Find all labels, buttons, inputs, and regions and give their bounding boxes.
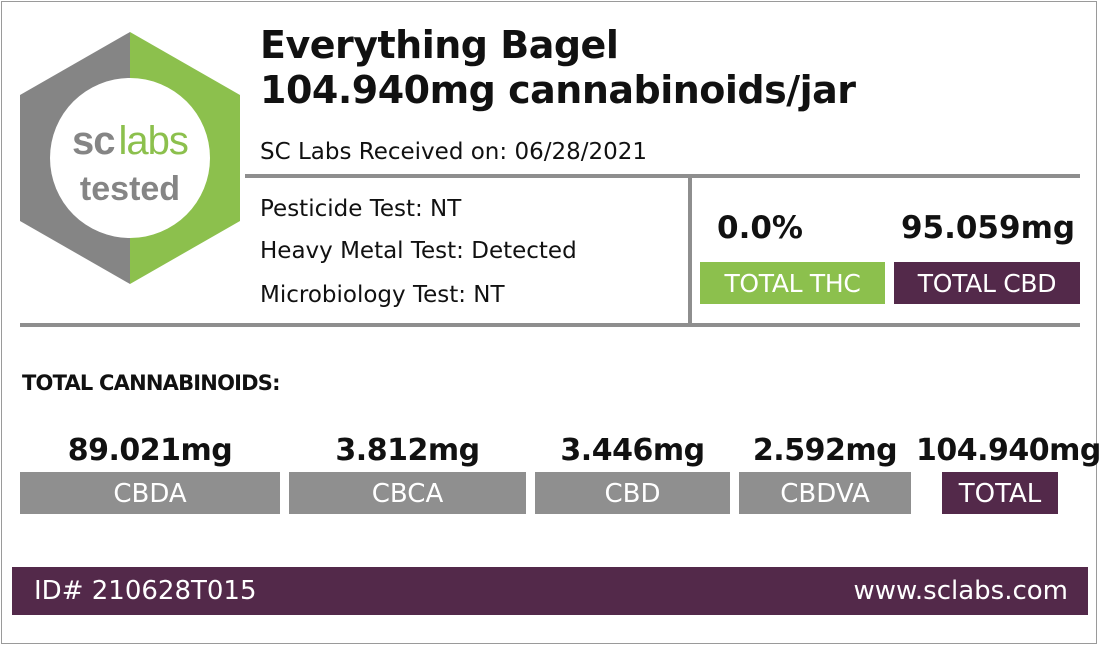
sample-id: ID# 210628T015 xyxy=(34,576,257,606)
product-name: Everything Bagel xyxy=(260,23,619,67)
cbda-value: 89.021mg xyxy=(67,433,233,468)
website-link[interactable]: www.sclabs.com xyxy=(853,576,1068,606)
divider-vertical xyxy=(688,176,692,326)
total-cannabinoids-value: 104.940mg xyxy=(916,433,1100,468)
heavy-metal-test: Heavy Metal Test: Detected xyxy=(260,238,577,264)
total-cannabinoids-label: TOTAL xyxy=(942,472,1058,514)
sc-labs-tested-logo: sc labs tested xyxy=(20,32,240,284)
logo-sc: sc xyxy=(72,119,115,163)
footer-bar: ID# 210628T015 www.sclabs.com xyxy=(12,567,1088,615)
product-potency: 104.940mg cannabinoids/jar xyxy=(260,68,856,112)
cbd-label: CBD xyxy=(535,472,730,514)
total-thc-badge: TOTAL THC xyxy=(700,262,885,304)
cbdva-value: 2.592mg xyxy=(752,433,898,468)
cbdva-label: CBDVA xyxy=(739,472,911,514)
cbd-value: 3.446mg xyxy=(560,433,705,468)
divider-middle xyxy=(20,323,1080,327)
cbda-label: CBDA xyxy=(20,472,280,514)
total-cannabinoids-heading: TOTAL CANNABINOIDS: xyxy=(22,371,281,395)
cbca-label: CBCA xyxy=(289,472,526,514)
total-cbd-value: 95.059mg xyxy=(900,210,1076,246)
received-date: SC Labs Received on: 06/28/2021 xyxy=(260,139,648,165)
total-cbd-badge: TOTAL CBD xyxy=(894,262,1080,304)
cbca-value: 3.812mg xyxy=(335,433,480,468)
total-thc-value: 0.0% xyxy=(717,210,803,246)
logo-labs: labs xyxy=(119,119,188,163)
logo-circle xyxy=(50,78,210,238)
pesticide-test: Pesticide Test: NT xyxy=(260,196,462,222)
logo-tested: tested xyxy=(80,170,180,208)
microbiology-test: Microbiology Test: NT xyxy=(260,282,505,308)
svg-text:sclabs: sc labs xyxy=(72,119,188,163)
divider-top xyxy=(245,174,1080,178)
